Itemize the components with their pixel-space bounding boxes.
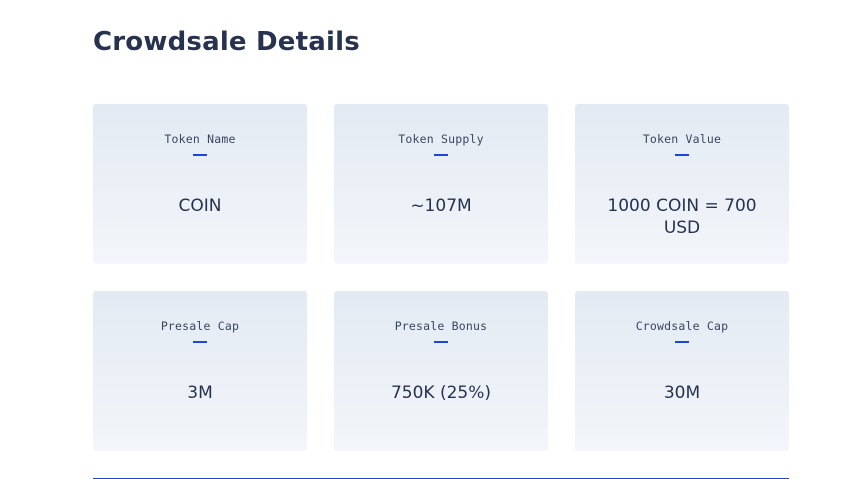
detail-card-presale-bonus: Presale Bonus 750K (25%) xyxy=(334,291,548,451)
card-label: Token Value xyxy=(642,132,722,146)
accent-dash xyxy=(675,341,689,343)
accent-dash xyxy=(193,154,207,156)
detail-card-presale-cap: Presale Cap 3M xyxy=(93,291,307,451)
accent-dash xyxy=(675,154,689,156)
card-label: Token Supply xyxy=(398,132,484,146)
detail-card-token-value: Token Value 1000 COIN = 700 USD xyxy=(575,104,789,264)
detail-card-token-name: Token Name COIN xyxy=(93,104,307,264)
card-value: 30M xyxy=(663,383,701,403)
card-value: COIN xyxy=(178,196,222,216)
card-label: Presale Bonus xyxy=(394,319,488,333)
details-grid: Token Name COIN Token Supply ~107M Token… xyxy=(93,104,789,451)
accent-dash xyxy=(434,154,448,156)
card-label: Crowdsale Cap xyxy=(635,319,729,333)
card-value: 3M xyxy=(187,383,213,403)
page-title: Crowdsale Details xyxy=(93,27,360,57)
detail-card-crowdsale-cap: Crowdsale Cap 30M xyxy=(575,291,789,451)
accent-dash xyxy=(434,341,448,343)
card-value: ~107M xyxy=(410,196,472,216)
card-label: Presale Cap xyxy=(160,319,240,333)
card-value: 1000 COIN = 700 USD xyxy=(607,196,757,238)
card-label: Token Name xyxy=(164,132,236,146)
accent-dash xyxy=(193,341,207,343)
card-value: 750K (25%) xyxy=(390,383,492,403)
detail-card-token-supply: Token Supply ~107M xyxy=(334,104,548,264)
